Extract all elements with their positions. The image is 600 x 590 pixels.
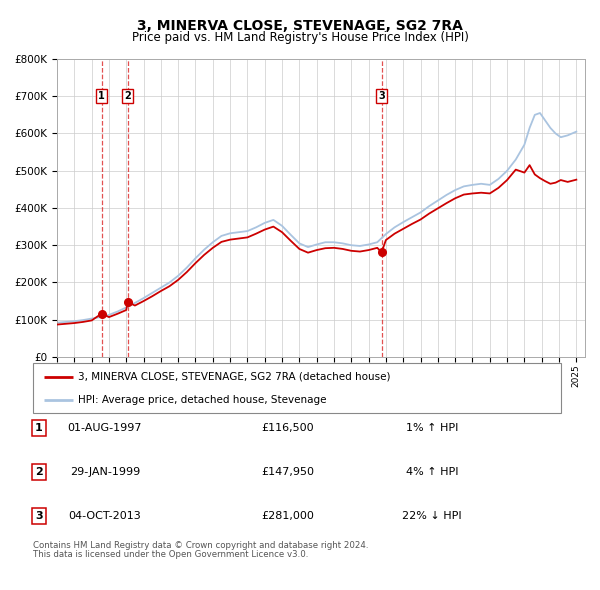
Text: 4% ↑ HPI: 4% ↑ HPI: [406, 467, 458, 477]
Text: Price paid vs. HM Land Registry's House Price Index (HPI): Price paid vs. HM Land Registry's House …: [131, 31, 469, 44]
Text: 2: 2: [35, 467, 43, 477]
FancyBboxPatch shape: [33, 363, 561, 413]
Text: HPI: Average price, detached house, Stevenage: HPI: Average price, detached house, Stev…: [78, 395, 326, 405]
Text: 01-AUG-1997: 01-AUG-1997: [68, 423, 142, 432]
Text: £147,950: £147,950: [262, 467, 314, 477]
Text: 1: 1: [98, 91, 105, 101]
Text: 3: 3: [378, 91, 385, 101]
Text: 1: 1: [35, 423, 43, 432]
Text: £281,000: £281,000: [262, 512, 314, 521]
Text: £116,500: £116,500: [262, 423, 314, 432]
Text: 1% ↑ HPI: 1% ↑ HPI: [406, 423, 458, 432]
Text: Contains HM Land Registry data © Crown copyright and database right 2024.: Contains HM Land Registry data © Crown c…: [33, 541, 368, 550]
Text: 2: 2: [124, 91, 131, 101]
Text: 29-JAN-1999: 29-JAN-1999: [70, 467, 140, 477]
Text: 3, MINERVA CLOSE, STEVENAGE, SG2 7RA: 3, MINERVA CLOSE, STEVENAGE, SG2 7RA: [137, 19, 463, 33]
Text: 3: 3: [35, 512, 43, 521]
Text: 22% ↓ HPI: 22% ↓ HPI: [402, 512, 462, 521]
Text: This data is licensed under the Open Government Licence v3.0.: This data is licensed under the Open Gov…: [33, 550, 308, 559]
Text: 04-OCT-2013: 04-OCT-2013: [68, 512, 142, 521]
Text: 3, MINERVA CLOSE, STEVENAGE, SG2 7RA (detached house): 3, MINERVA CLOSE, STEVENAGE, SG2 7RA (de…: [78, 372, 391, 382]
